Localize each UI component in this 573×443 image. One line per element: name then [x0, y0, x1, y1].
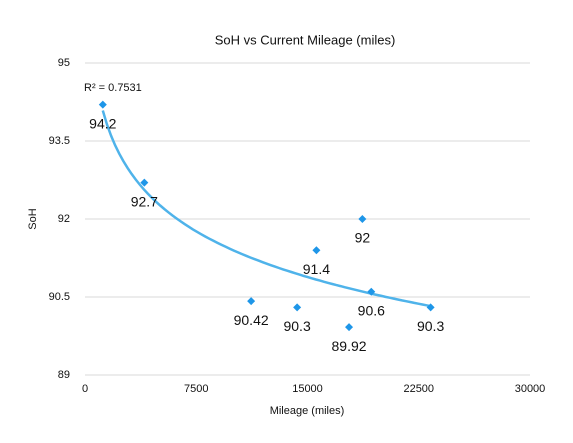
trendline — [101, 110, 431, 308]
y-axis-title: SoH — [27, 208, 39, 229]
marker — [140, 178, 149, 187]
x-tick-label: 30000 — [515, 383, 546, 395]
y-tick-label: 89 — [58, 369, 70, 381]
y-tick-label: 93.5 — [49, 135, 70, 147]
chart-title: SoH vs Current Mileage (miles) — [215, 32, 396, 47]
x-axis-title: Mileage (miles) — [270, 405, 345, 417]
data-label: 90.42 — [234, 312, 269, 328]
data-label: 89.92 — [332, 338, 367, 354]
data-label: 94.2 — [89, 115, 116, 131]
annotation: R² = 0.7531 — [84, 82, 142, 94]
marker — [98, 100, 107, 109]
marker — [293, 303, 302, 312]
marker — [367, 287, 376, 296]
data-label: 90.3 — [417, 318, 444, 334]
y-tick-label: 95 — [58, 57, 70, 69]
marker — [247, 297, 256, 306]
x-tick-label: 7500 — [184, 383, 208, 395]
data-label: 92 — [355, 230, 371, 246]
data-label: 91.4 — [303, 261, 330, 277]
y-tick-label: 92 — [58, 213, 70, 225]
marker — [345, 323, 354, 332]
marker — [426, 303, 435, 312]
x-tick-label: 15000 — [292, 383, 323, 395]
y-tick-label: 90.5 — [49, 291, 70, 303]
data-label: 90.6 — [358, 303, 385, 319]
marker — [358, 215, 367, 223]
x-tick-label: 0 — [82, 383, 88, 395]
marker — [312, 246, 321, 255]
data-label: 92.7 — [131, 193, 158, 209]
data-label: 90.3 — [283, 318, 310, 334]
x-tick-label: 22500 — [403, 383, 434, 395]
